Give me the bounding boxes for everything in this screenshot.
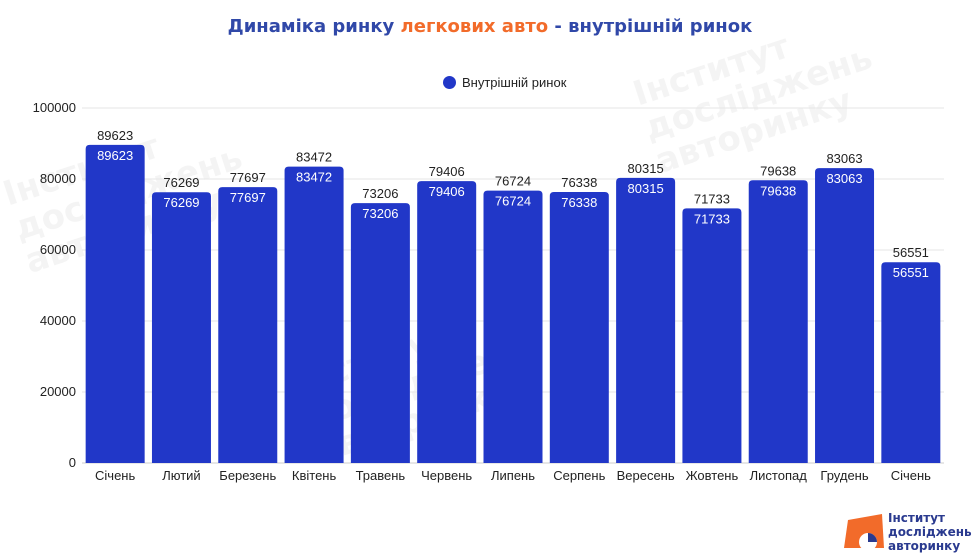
logo-line-1: Інститут	[888, 511, 945, 525]
data-label-inside: 56551	[893, 265, 929, 280]
bar	[881, 262, 941, 463]
chart-title-part3: - внутрішній ринок	[548, 16, 753, 37]
bar	[815, 168, 875, 463]
bar	[748, 180, 808, 463]
x-tick-label: Січень	[95, 468, 135, 483]
x-tick-label: Листопад	[750, 468, 808, 483]
x-tick-label: Травень	[356, 468, 406, 483]
data-label-above: 76269	[163, 175, 199, 190]
chart-title-part1: Динаміка ринку	[227, 16, 401, 37]
logo-text: Інститут досліджень авторинку	[888, 511, 972, 553]
data-label-inside: 73206	[362, 206, 398, 221]
bar	[483, 190, 543, 463]
data-label-inside: 79406	[429, 184, 465, 199]
x-tick-label: Грудень	[820, 468, 868, 483]
logo-line-3: авторинку	[888, 539, 961, 553]
legend-marker	[443, 76, 456, 89]
bar	[85, 144, 145, 463]
x-tick-label: Січень	[891, 468, 931, 483]
data-label-above: 79638	[760, 163, 796, 178]
data-label-above: 76338	[561, 175, 597, 190]
data-label-above: 83472	[296, 150, 332, 165]
bar	[549, 192, 609, 463]
x-tick-label: Серпень	[553, 468, 605, 483]
bar	[284, 166, 344, 464]
data-label-inside: 79638	[760, 183, 796, 198]
bar	[151, 192, 211, 463]
data-label-above: 71733	[694, 191, 730, 206]
data-label-inside: 71733	[694, 211, 730, 226]
y-tick-label: 20000	[40, 384, 76, 399]
y-tick-label: 80000	[40, 171, 76, 186]
x-tick-label: Липень	[491, 468, 535, 483]
data-label-above: 79406	[429, 164, 465, 179]
data-label-above: 80315	[628, 161, 664, 176]
data-label-above: 76724	[495, 174, 531, 189]
data-label-above: 73206	[362, 186, 398, 201]
data-label-inside: 89623	[97, 148, 133, 163]
y-tick-label: 0	[69, 455, 76, 470]
data-label-inside: 76269	[163, 195, 199, 210]
y-tick-label: 40000	[40, 313, 76, 328]
chart-title-accent: легкових авто	[400, 16, 549, 37]
data-label-inside: 80315	[628, 181, 664, 196]
data-label-above: 77697	[230, 170, 266, 185]
legend: Внутрішній ринок	[443, 75, 566, 90]
x-tick-label: Червень	[421, 468, 472, 483]
x-tick-label: Вересень	[617, 468, 675, 483]
x-tick-label: Жовтень	[686, 468, 739, 483]
y-tick-label: 100000	[33, 100, 76, 115]
bar	[417, 181, 477, 463]
institute-logo	[844, 514, 884, 551]
x-tick-label: Березень	[219, 468, 276, 483]
bar	[218, 187, 278, 463]
x-tick-label: Лютий	[162, 468, 200, 483]
data-label-above: 89623	[97, 128, 133, 143]
data-label-inside: 77697	[230, 190, 266, 205]
logo-line-2: досліджень	[888, 525, 972, 539]
data-label-inside: 83063	[826, 171, 862, 186]
legend-label: Внутрішній ринок	[462, 75, 567, 90]
data-label-above: 83063	[826, 151, 862, 166]
data-label-above: 56551	[893, 245, 929, 260]
data-label-inside: 76338	[561, 195, 597, 210]
bar	[682, 208, 742, 463]
y-tick-label: 60000	[40, 242, 76, 257]
x-tick-label: Квітень	[292, 468, 337, 483]
bar	[350, 203, 410, 463]
chart-title: Динаміка ринку легкових авто - внутрішні…	[0, 16, 980, 37]
bar	[616, 177, 676, 463]
data-label-inside: 83472	[296, 170, 332, 185]
data-label-inside: 76724	[495, 194, 531, 209]
